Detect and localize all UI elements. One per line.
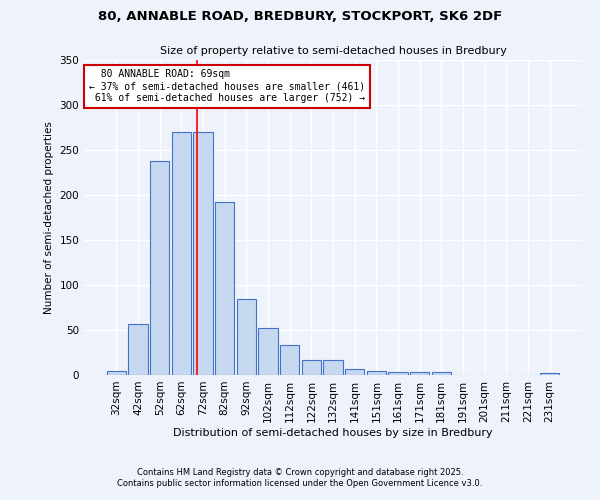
Y-axis label: Number of semi-detached properties: Number of semi-detached properties: [44, 121, 54, 314]
Bar: [540, 373, 559, 375]
Bar: [323, 360, 343, 375]
Bar: [280, 346, 299, 375]
Bar: [150, 161, 169, 375]
Text: 80, ANNABLE ROAD, BREDBURY, STOCKPORT, SK6 2DF: 80, ANNABLE ROAD, BREDBURY, STOCKPORT, S…: [98, 10, 502, 23]
Text: Contains HM Land Registry data © Crown copyright and database right 2025.
Contai: Contains HM Land Registry data © Crown c…: [118, 468, 482, 487]
Bar: [410, 372, 430, 375]
Bar: [388, 372, 408, 375]
Bar: [193, 132, 213, 375]
Bar: [345, 368, 364, 375]
Bar: [236, 298, 256, 375]
Bar: [431, 372, 451, 375]
X-axis label: Distribution of semi-detached houses by size in Bredbury: Distribution of semi-detached houses by …: [173, 428, 493, 438]
Bar: [107, 370, 126, 375]
Text: 80 ANNABLE ROAD: 69sqm
← 37% of semi-detached houses are smaller (461)
 61% of s: 80 ANNABLE ROAD: 69sqm ← 37% of semi-det…: [89, 70, 365, 102]
Title: Size of property relative to semi-detached houses in Bredbury: Size of property relative to semi-detach…: [160, 46, 506, 56]
Bar: [128, 324, 148, 375]
Bar: [258, 328, 278, 375]
Bar: [367, 372, 386, 375]
Bar: [172, 132, 191, 375]
Bar: [215, 202, 235, 375]
Bar: [302, 360, 321, 375]
